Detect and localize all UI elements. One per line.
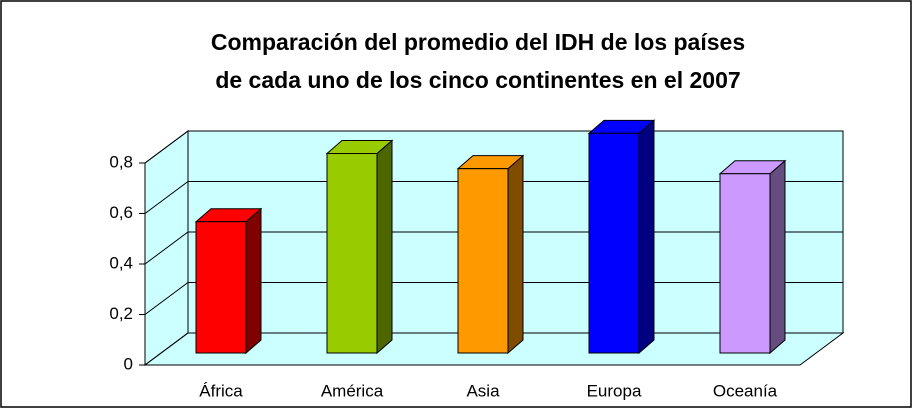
y-tick-label: 0,8	[109, 152, 133, 171]
x-tick-label: Europa	[587, 381, 642, 400]
bar-side	[507, 154, 524, 355]
bar	[588, 132, 640, 354]
y-tick-label: 0,2	[109, 304, 133, 323]
bar-side	[769, 159, 786, 355]
x-tick-label: América	[321, 381, 384, 400]
y-tick-label: 0,6	[109, 203, 133, 222]
y-tick-label: 0	[124, 354, 133, 373]
x-tick-label: Asia	[466, 381, 500, 400]
bar	[457, 168, 509, 354]
chart-title: de cada uno de los cinco continentes en …	[215, 67, 740, 93]
bar	[326, 153, 378, 354]
bar-side	[376, 139, 393, 355]
y-tick-label: 0,4	[109, 253, 133, 272]
chart-title: Comparación del promedio del IDH de los …	[211, 29, 745, 55]
x-tick-label: África	[199, 381, 243, 400]
bar-side	[245, 207, 262, 355]
x-tick-label: Oceanía	[713, 381, 778, 400]
bar-side	[638, 119, 655, 355]
bar	[719, 173, 771, 354]
bar	[195, 221, 247, 354]
